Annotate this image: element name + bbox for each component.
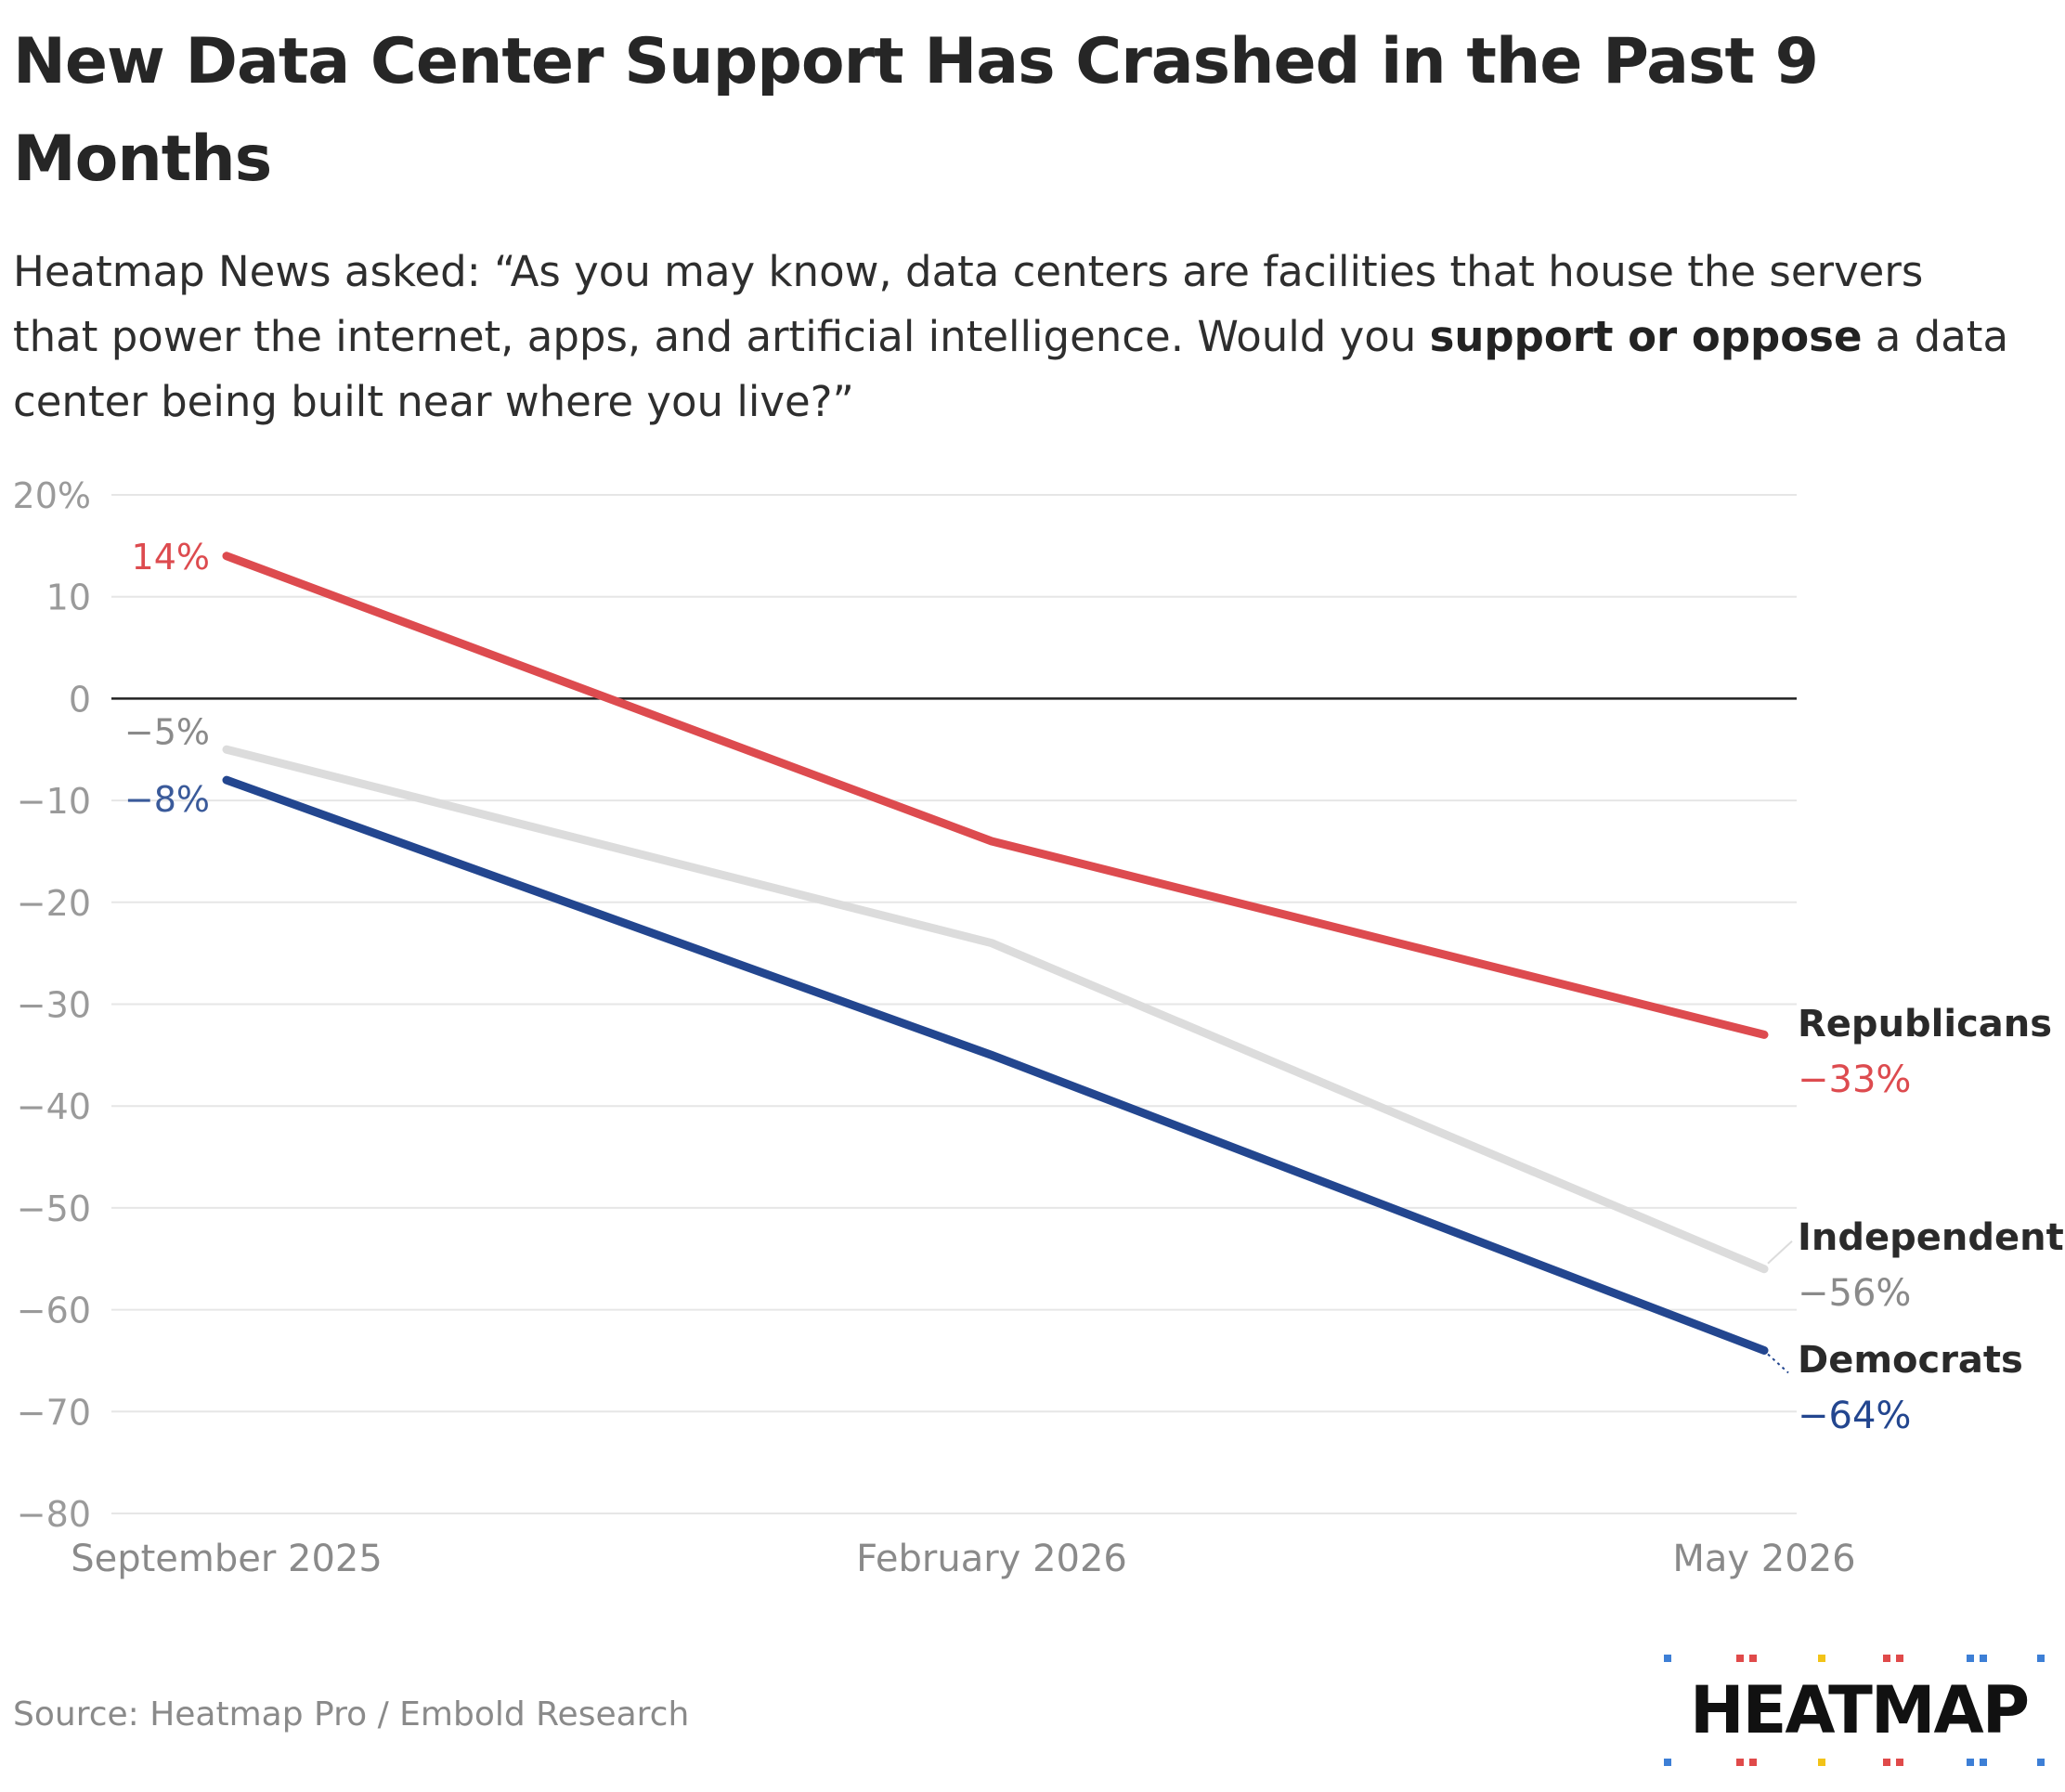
y-tick-label: −20 — [17, 883, 91, 924]
end-value-label: −56% — [1798, 1272, 1911, 1315]
subtitle-text-bold: support or oppose — [1429, 312, 1863, 361]
logo-dot — [1896, 1655, 1903, 1662]
chart-title: New Data Center Support Has Crashed in t… — [13, 25, 1819, 196]
logo-dot — [1883, 1655, 1890, 1662]
logo-dot — [1818, 1759, 1825, 1766]
series-line-independents — [222, 745, 1769, 1274]
x-axis-ticks: September 2025 February 2026 May 2026 — [71, 1538, 1855, 1580]
start-value-label: −5% — [124, 711, 210, 752]
x-tick-label: September 2025 — [71, 1538, 383, 1580]
leader-line — [1767, 1353, 1789, 1374]
logo-dot — [1664, 1655, 1671, 1662]
logo-dot — [2037, 1655, 2045, 1662]
series-line-democrats — [222, 775, 1769, 1355]
y-tick-label: 20% — [13, 475, 91, 516]
logo-dot — [2037, 1759, 2045, 1766]
end-value-label: −33% — [1798, 1058, 1911, 1101]
subtitle-text-2: a data center being built near where you… — [13, 312, 2009, 426]
logo-text: HEATMAP — [1689, 1672, 2030, 1748]
series-lines — [222, 552, 1769, 1355]
logo-dot — [1967, 1655, 1974, 1662]
source-note: Source: Heatmap Pro / Embold Research — [13, 1695, 690, 1734]
logo-dot — [1818, 1655, 1825, 1662]
logo-dot — [1980, 1655, 1987, 1662]
data-labels: 14% Republicans −33% −5% Independents −56% −8%… — [124, 537, 2065, 1437]
logo-dot — [1749, 1759, 1757, 1766]
y-tick-label: −80 — [17, 1494, 91, 1535]
y-tick-label: −40 — [17, 1086, 91, 1127]
y-tick-label: −30 — [17, 985, 91, 1026]
heatmap-logo: HEATMAP — [1660, 1645, 2050, 1775]
series-name-label: Democrats — [1798, 1339, 2023, 1382]
start-value-label: 14% — [132, 537, 210, 578]
logo-dot — [1967, 1759, 1974, 1766]
gridlines — [111, 494, 1797, 1514]
series-name-label: Independents — [1798, 1216, 2065, 1259]
series-name-label: Republicans — [1798, 1003, 2052, 1045]
line-chart: 20% 10 0 −10 −20 −30 −40 −50 −60 −70 −80 September… — [13, 475, 2065, 1580]
end-value-label: −64% — [1798, 1395, 1911, 1437]
y-tick-label: −10 — [17, 781, 91, 822]
subtitle-text-1: Heatmap News asked: “As you may know, da… — [13, 247, 1924, 361]
y-tick-label: 10 — [46, 578, 91, 618]
x-tick-label: February 2026 — [856, 1538, 1127, 1580]
logo-dot — [1736, 1759, 1744, 1766]
logo-dot — [1736, 1655, 1744, 1662]
logo-dots-top — [1660, 1655, 2050, 1664]
logo-dot — [1664, 1759, 1671, 1766]
logo-dot — [1896, 1759, 1903, 1766]
chart-subtitle: Heatmap News asked: “As you may know, da… — [13, 240, 2009, 435]
x-tick-label: May 2026 — [1672, 1538, 1855, 1580]
logo-dot — [1749, 1655, 1757, 1662]
y-tick-label: −70 — [17, 1392, 91, 1433]
y-tick-label: 0 — [69, 679, 91, 720]
y-tick-label: −50 — [17, 1188, 91, 1229]
series-line-republicans — [222, 552, 1769, 1039]
logo-dot — [1883, 1759, 1890, 1766]
start-value-label: −8% — [124, 779, 210, 820]
y-tick-label: −60 — [17, 1291, 91, 1331]
leader-line — [1767, 1240, 1793, 1265]
logo-dot — [1980, 1759, 1987, 1766]
y-axis-ticks: 20% 10 0 −10 −20 −30 −40 −50 −60 −70 −80 — [13, 475, 91, 1535]
logo-dots-bottom — [1660, 1759, 2050, 1768]
